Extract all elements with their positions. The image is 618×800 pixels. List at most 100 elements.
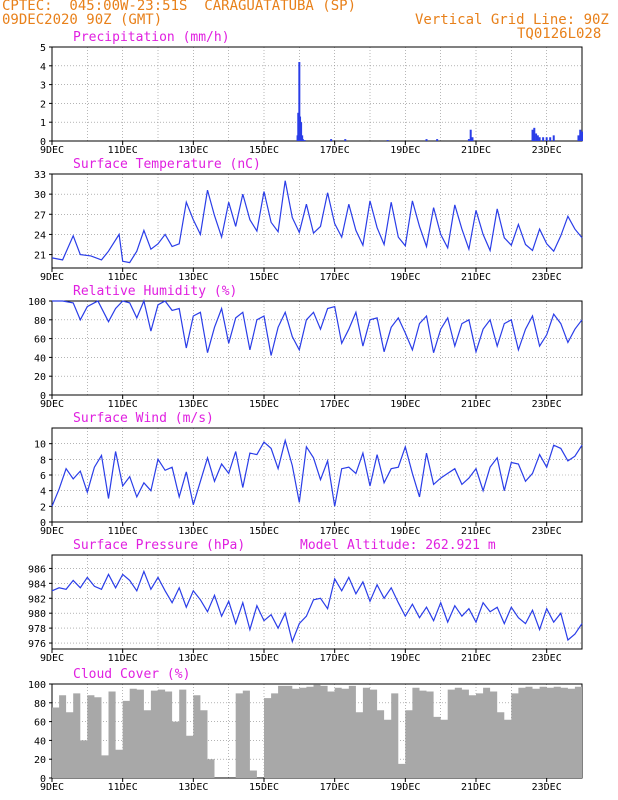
x-tick-label: 13DEC [178, 782, 208, 793]
precip-bar [344, 139, 347, 141]
precip-bar [425, 139, 428, 141]
chart-header-date: 09DEC2020 90Z (GMT) [2, 12, 163, 28]
x-tick-label: 9DEC [40, 782, 64, 793]
x-tick-label: 15DEC [249, 526, 279, 537]
precip-bar [549, 137, 552, 141]
x-tick-label: 15DEC [249, 272, 279, 283]
panel-title: Relative Humidity (%) [73, 284, 237, 299]
x-tick-label: 11DEC [108, 782, 138, 793]
precip-bar [545, 137, 548, 141]
y-tick-label: 10 [34, 440, 46, 451]
y-tick-label: 30 [34, 190, 46, 201]
y-tick-label: 33 [34, 170, 46, 181]
y-tick-label: 80 [34, 699, 46, 710]
x-tick-label: 23DEC [532, 526, 562, 537]
precip-bar [467, 139, 470, 141]
x-tick-label: 19DEC [390, 526, 420, 537]
panel-title: Surface Temperature (nC) [73, 157, 261, 172]
y-tick-label: 4 [40, 487, 46, 498]
series-line [51, 438, 583, 507]
panel-title: Cloud Cover (%) [73, 667, 190, 682]
precip-bar [581, 131, 583, 141]
x-tick-label: 21DEC [461, 782, 491, 793]
y-tick-label: 21 [34, 251, 46, 262]
precip-bar [301, 139, 304, 141]
x-tick-label: 21DEC [461, 526, 491, 537]
y-tick-label: 0 [40, 391, 46, 402]
x-tick-label: 17DEC [320, 272, 350, 283]
x-tick-label: 13DEC [178, 399, 208, 410]
precip-bar [538, 137, 541, 141]
x-tick-label: 11DEC [108, 526, 138, 537]
x-tick-label: 15DEC [249, 145, 279, 156]
precip-bar [300, 122, 303, 141]
precip-bar [542, 137, 545, 141]
x-tick-label: 19DEC [390, 272, 420, 283]
panel-frame [51, 173, 583, 269]
x-tick-label: 19DEC [390, 782, 420, 793]
x-tick-label: 9DEC [40, 272, 64, 283]
y-tick-label: 2 [40, 99, 46, 110]
x-tick-label: 23DEC [532, 399, 562, 410]
y-tick-label: 60 [34, 335, 46, 346]
x-tick-label: 23DEC [532, 782, 562, 793]
precip-bar [552, 135, 555, 141]
precip-bar [301, 135, 304, 141]
x-tick-label: 23DEC [532, 653, 562, 664]
y-tick-label: 0 [40, 137, 46, 148]
precip-bar [579, 129, 582, 141]
y-tick-label: 3 [40, 81, 46, 92]
y-tick-label: 20 [34, 755, 46, 766]
y-tick-label: 20 [34, 372, 46, 383]
x-tick-label: 17DEC [320, 145, 350, 156]
y-tick-label: 100 [28, 297, 46, 308]
x-tick-label: 15DEC [249, 782, 279, 793]
precip-bar [298, 62, 301, 141]
panel-title: Surface Wind (m/s) [73, 411, 214, 426]
x-tick-label: 15DEC [249, 399, 279, 410]
y-tick-label: 976 [28, 639, 46, 650]
y-tick-label: 982 [28, 594, 46, 605]
y-tick-label: 980 [28, 609, 46, 620]
x-tick-label: 15DEC [249, 653, 279, 664]
x-tick-label: 19DEC [390, 653, 420, 664]
y-tick-label: 40 [34, 736, 46, 747]
x-tick-label: 19DEC [390, 145, 420, 156]
precip-bar [536, 135, 539, 141]
y-tick-label: 27 [34, 210, 46, 221]
x-tick-label: 13DEC [178, 145, 208, 156]
series-line [52, 299, 583, 356]
x-tick-label: 13DEC [178, 526, 208, 537]
series-line [51, 569, 583, 644]
x-tick-label: 17DEC [320, 526, 350, 537]
x-tick-label: 11DEC [108, 399, 138, 410]
x-tick-label: 9DEC [40, 145, 64, 156]
x-tick-label: 17DEC [320, 782, 350, 793]
y-tick-label: 986 [28, 564, 46, 575]
x-tick-label: 11DEC [108, 272, 138, 283]
y-tick-label: 984 [28, 579, 46, 590]
y-tick-label: 4 [40, 62, 46, 73]
precip-bar [471, 137, 474, 141]
y-tick-label: 1 [40, 118, 46, 129]
y-tick-label: 100 [28, 680, 46, 691]
cloud-area [52, 684, 582, 778]
x-tick-label: 17DEC [320, 399, 350, 410]
series-line [51, 180, 583, 264]
x-tick-label: 21DEC [461, 272, 491, 283]
y-tick-label: 978 [28, 624, 46, 635]
x-tick-label: 13DEC [178, 272, 208, 283]
precip-bar [330, 139, 333, 141]
precip-bar [386, 140, 389, 141]
y-tick-label: 0 [40, 774, 46, 785]
y-tick-label: 40 [34, 353, 46, 364]
x-tick-label: 11DEC [108, 653, 138, 664]
x-tick-label: 21DEC [461, 653, 491, 664]
x-tick-label: 17DEC [320, 653, 350, 664]
panel-title: Precipitation (mm/h) [73, 30, 230, 45]
y-tick-label: 2 [40, 502, 46, 513]
y-tick-label: 6 [40, 471, 46, 482]
precip-bar [469, 129, 472, 141]
x-tick-label: 11DEC [108, 145, 138, 156]
